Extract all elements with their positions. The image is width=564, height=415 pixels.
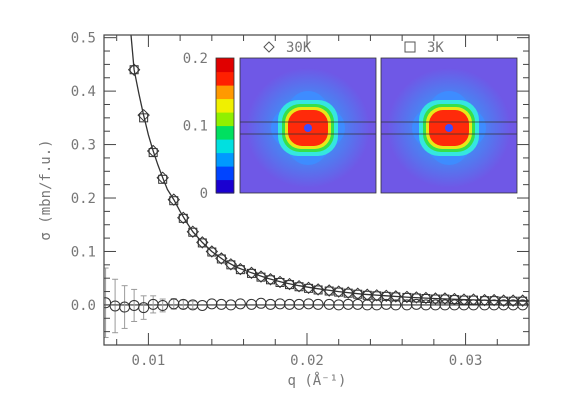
square-point [275,277,285,287]
circle-point [138,302,150,314]
colorbar-segment [216,58,234,73]
square-point [313,285,323,295]
square-point [148,148,158,158]
square-point [207,247,217,257]
diamond-point [137,108,150,122]
y-tick-label: 0.1 [71,244,96,260]
x-tick-label: 0.01 [132,353,166,369]
colorbar-frame [215,57,235,194]
square-point [440,294,450,304]
circle-point [157,299,169,311]
colorbar-segment [216,112,234,127]
square-point [334,287,344,297]
map-center-dot [445,124,453,132]
x-tick-label: 0.03 [449,353,483,369]
square-point [226,260,236,270]
colorbar-tick-label: 0 [200,186,208,202]
square-point [178,213,188,223]
square-point [411,293,421,303]
square-point [468,295,478,305]
y-tick-label: 0.0 [71,298,96,314]
colorbar-segment [216,166,234,181]
y-tick-label: 0.3 [71,138,96,154]
colorbar-segment [216,152,234,167]
square-point [246,268,256,278]
colorbar-tick-label: 0.2 [183,51,208,67]
square-point [197,238,207,248]
x-axis-label: q (Å⁻¹) [287,372,346,389]
square-point [480,296,490,306]
colorbar-segment [216,179,234,194]
square-point [430,294,440,304]
y-axis-label: σ (mbn/f.u.) [38,139,54,240]
square-point [489,296,499,306]
circle-point [467,299,479,311]
colorbar-segment [216,125,234,140]
colorbar-tick-label: 0.1 [183,119,208,135]
map-center-dot [304,124,312,132]
square-point [449,295,459,305]
square-point [421,294,431,303]
y-tick-label: 0.5 [71,31,96,47]
colorbar-segment [216,71,234,86]
x-tick-label: 0.02 [290,353,324,369]
square-point [459,295,469,305]
square-point [285,280,295,290]
axis-ticks: 0.01 0.02 0.03 0.0 0.1 0.2 0.3 0.4 0.5 [71,31,529,369]
square-point [353,289,363,299]
plot-frame [103,34,530,346]
colorbar-segment [216,85,234,100]
inset-title: 30K [286,40,312,56]
square-point [343,288,353,298]
square-point [188,227,198,237]
circle-point [104,297,112,309]
square-point [235,265,245,275]
square-point [304,283,314,293]
square-point [381,291,391,301]
square-point [402,292,412,302]
y-tick-label: 0.4 [71,84,96,100]
legend-square-icon [404,41,416,53]
map-frame [239,57,377,194]
inset-title: 3K [427,40,444,56]
map-frame [380,57,518,194]
square-point [139,113,149,123]
inset-maps: 0 0.1 0.2 30K 3K [183,40,518,202]
square-point [362,290,372,300]
square-point [391,292,401,302]
circle-point [390,299,402,311]
data-layer [104,35,529,339]
square-point [129,65,139,75]
square-point [158,174,168,184]
square-point [266,275,276,285]
circle-point [312,298,324,310]
square-point [324,286,334,296]
legend-diamond-icon [263,41,275,53]
square-point [216,254,226,264]
square-point [256,272,266,282]
colorbar-segment [216,139,234,154]
colorbar-segment [216,98,234,113]
square-point [294,282,304,292]
y-tick-label: 0.2 [71,191,96,207]
circle-point [234,298,246,310]
square-point [169,196,179,206]
